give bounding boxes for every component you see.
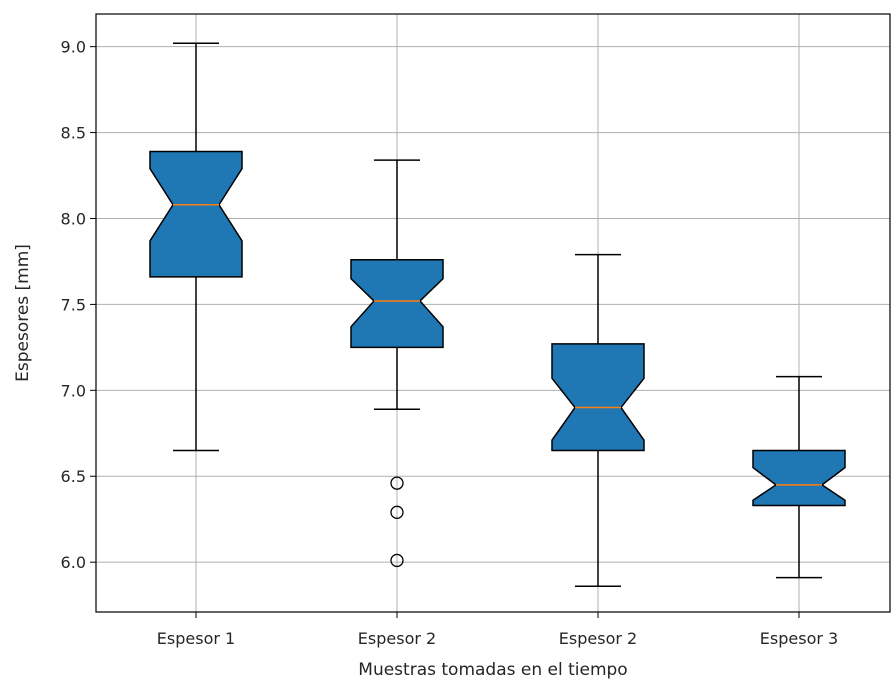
notched-box <box>149 150 243 278</box>
x-axis-title: Muestras tomadas en el tiempo <box>358 660 627 680</box>
notched-box <box>551 343 645 452</box>
y-tick-label: 9.0 <box>61 38 86 57</box>
x-tick-label: Espesor 1 <box>157 629 235 648</box>
y-tick-label: 8.5 <box>61 124 86 143</box>
y-tick-label: 6.5 <box>61 467 86 486</box>
y-tick-label: 7.0 <box>61 381 86 400</box>
y-tick-label: 8.0 <box>61 209 86 228</box>
y-tick-label: 7.5 <box>61 295 86 314</box>
boxes <box>149 42 846 587</box>
box-group <box>350 159 444 568</box>
x-tick-label: Espesor 2 <box>559 629 637 648</box>
y-axis-ticks: 6.0 6.5 7.0 7.5 8.0 8.5 9.0 <box>61 38 96 572</box>
box-group <box>752 375 846 579</box>
y-axis-title: Espesores [mm] <box>13 244 33 382</box>
plot-frame <box>95 13 891 613</box>
x-tick-label: Espesor 2 <box>358 629 436 648</box>
outlier-point <box>390 553 404 568</box>
box-group <box>551 253 645 587</box>
outlier-point <box>390 505 404 519</box>
notched-box <box>350 258 444 349</box>
x-tick-label: Espesor 3 <box>760 629 838 648</box>
outlier-point <box>390 476 404 490</box>
y-tick-label: 6.0 <box>61 553 86 572</box>
notched-box <box>752 449 846 507</box>
box-group <box>149 42 243 452</box>
x-axis-ticks: Espesor 1 Espesor 2 Espesor 2 Espesor 3 <box>157 612 838 648</box>
